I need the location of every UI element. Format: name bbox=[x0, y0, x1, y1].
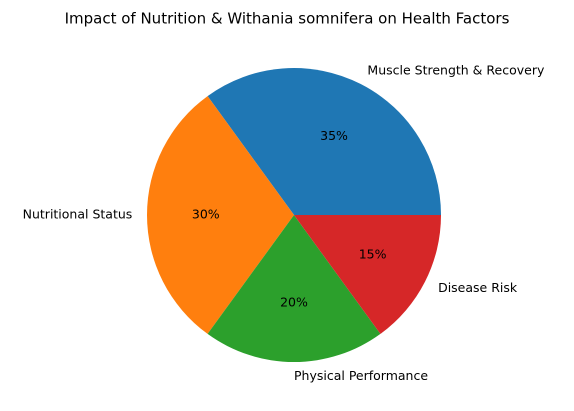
value-label: 30% bbox=[192, 207, 220, 222]
value-label: 20% bbox=[280, 295, 308, 310]
pie-slice bbox=[207, 215, 381, 362]
chart-title: Impact of Nutrition & Withania somnifera… bbox=[65, 10, 510, 28]
value-label: 15% bbox=[359, 247, 387, 262]
value-label: 35% bbox=[320, 128, 348, 143]
pie-slice bbox=[207, 68, 441, 216]
slice-label: Muscle Strength & Recovery bbox=[367, 62, 545, 77]
slice-label: Physical Performance bbox=[294, 368, 428, 383]
pie-slice bbox=[294, 215, 441, 334]
slice-label: Nutritional Status bbox=[23, 207, 133, 222]
pie-slice bbox=[146, 96, 294, 334]
slice-label: Disease Risk bbox=[438, 280, 518, 295]
